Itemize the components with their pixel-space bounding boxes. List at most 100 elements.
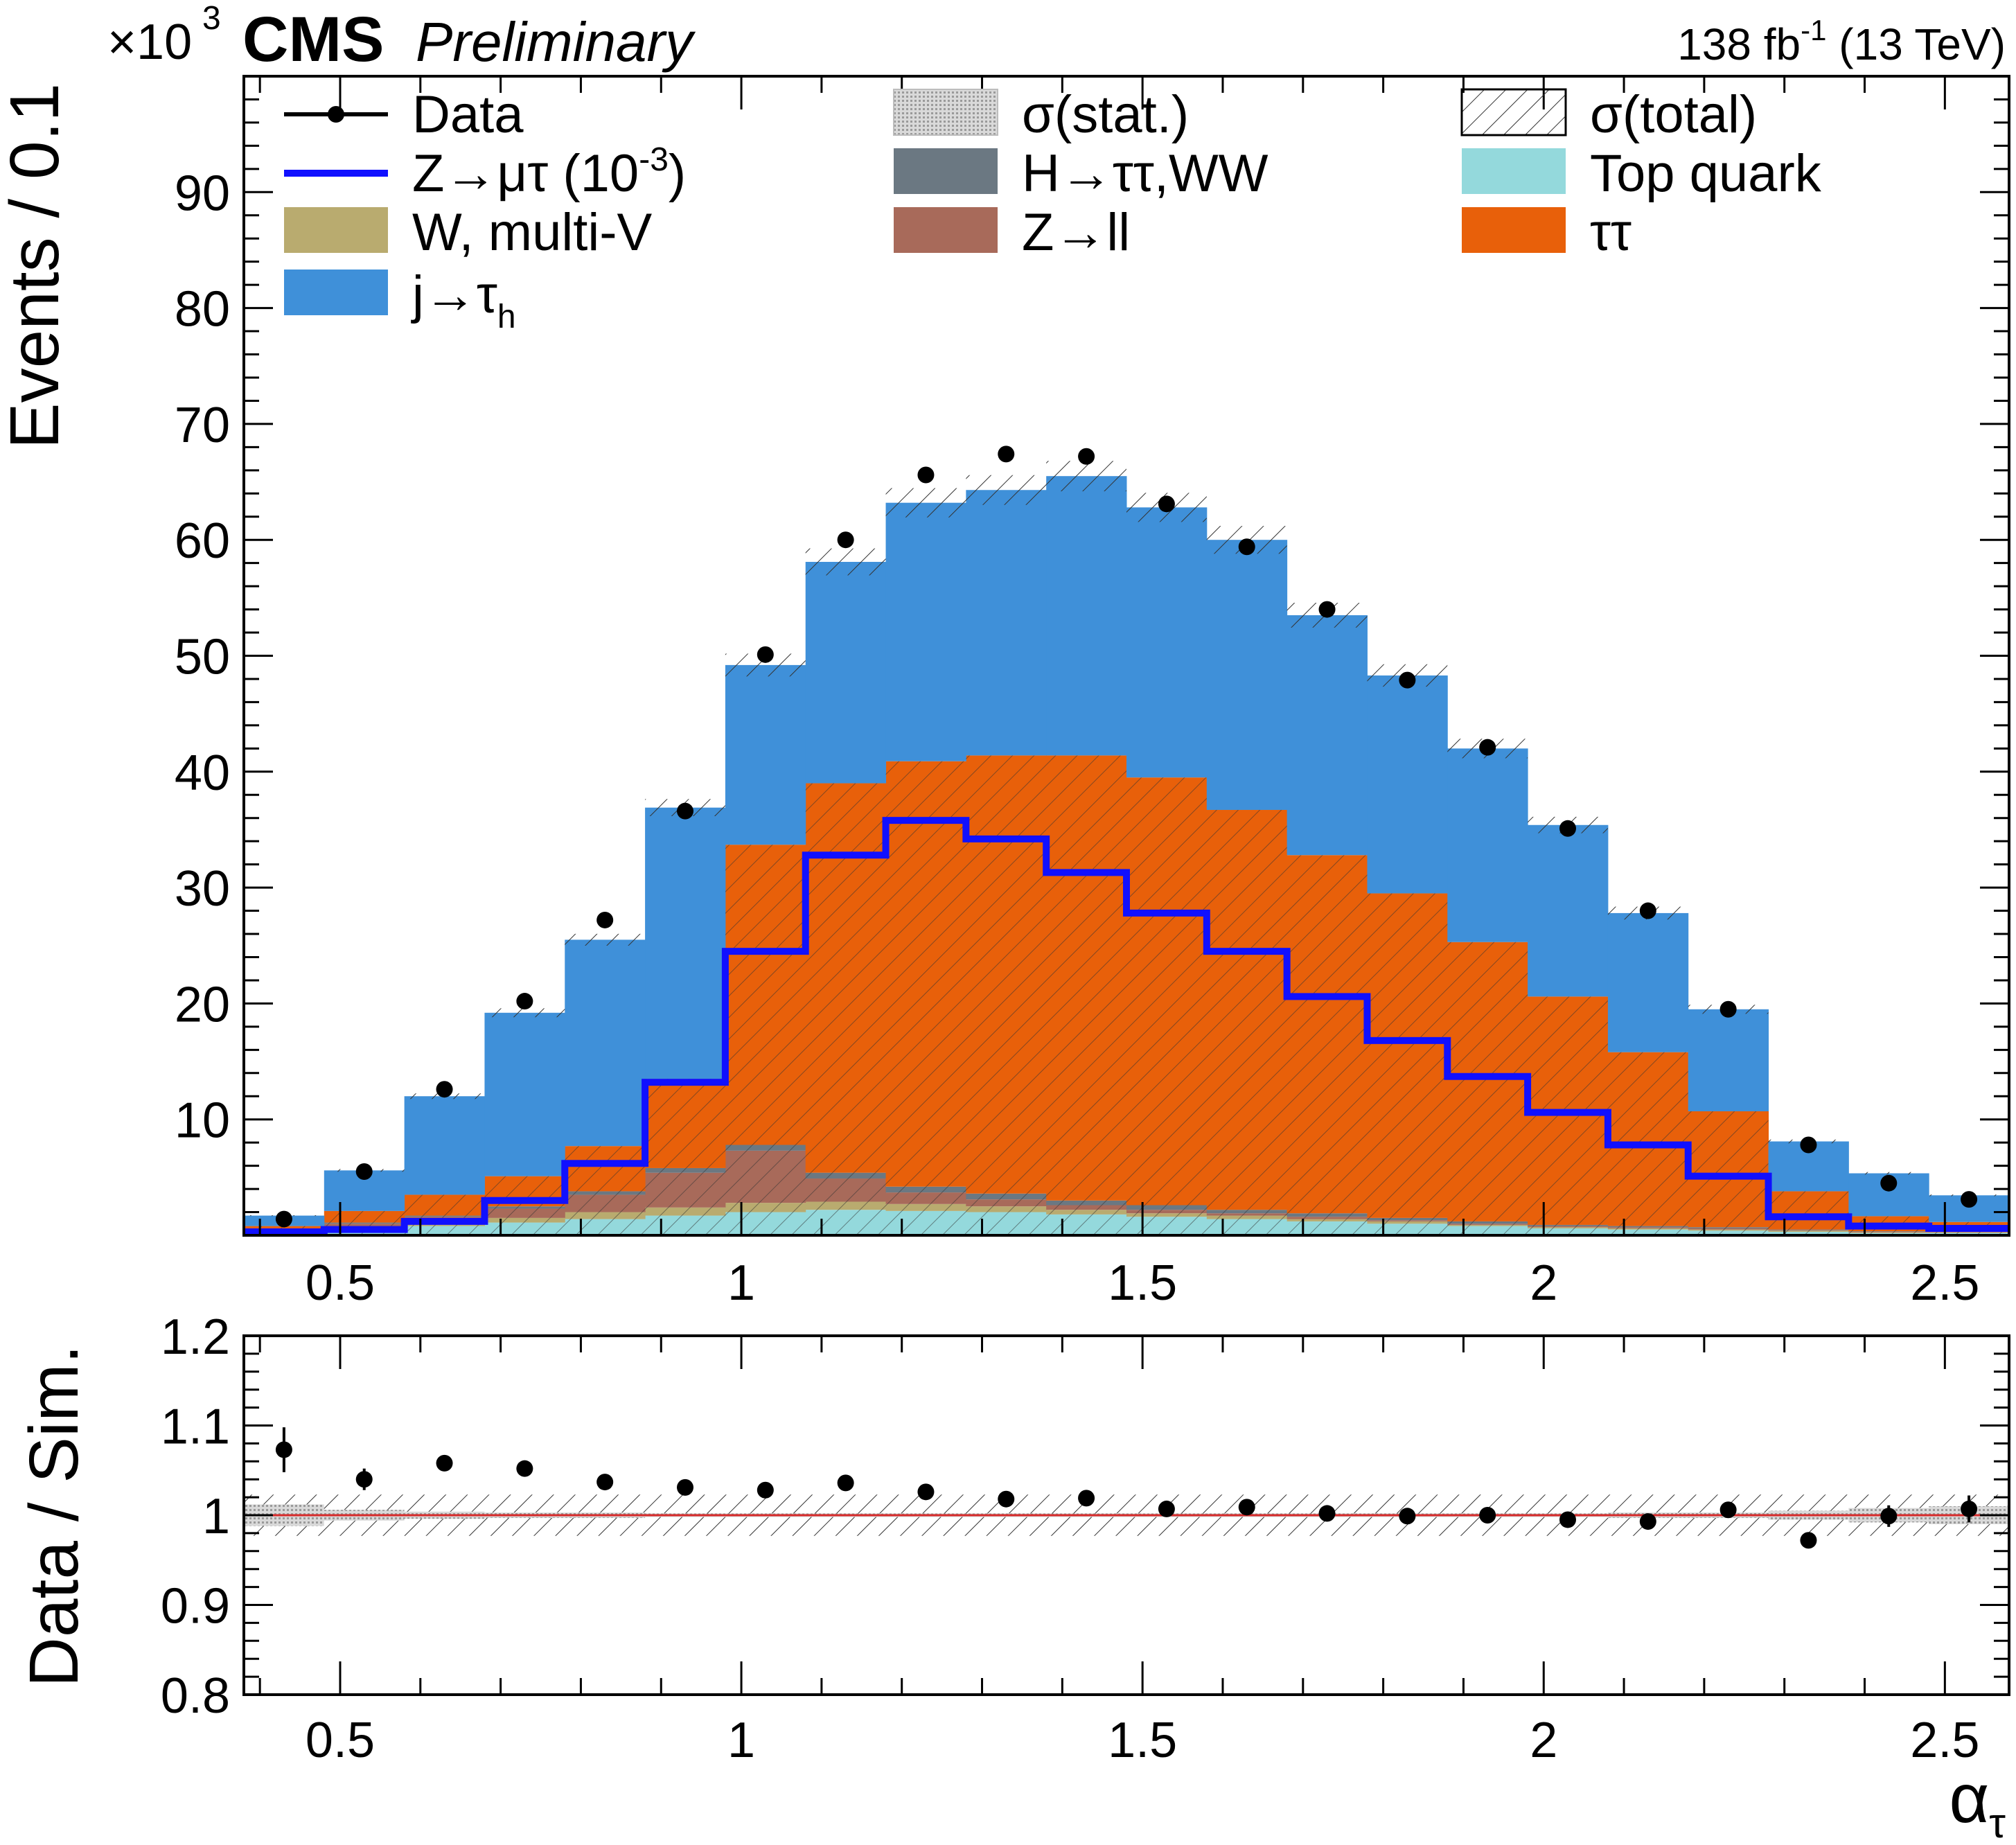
y-tick-label: 60 (175, 513, 230, 569)
ratio-point (757, 1481, 774, 1499)
main-plot: 10 20 30 40 50 60 70 80 90 0.5 1 1.5 2 2.5 Events / 0… (0, 75, 2010, 1311)
legend-label-sub: h (497, 299, 516, 335)
ratio-point (917, 1483, 935, 1501)
stack-bar (725, 664, 806, 845)
ratio-point (1961, 1500, 1978, 1517)
y-tick-label: 40 (175, 745, 230, 801)
legend-label-main: j→τ (411, 265, 497, 324)
legend-label-main: σ(total) (1590, 85, 1757, 144)
x-axis-title-sub: τ (1989, 1800, 2006, 1845)
exponent-power: 3 (202, 0, 221, 37)
ratio-point (436, 1454, 453, 1472)
x-tick-label: 1.5 (1108, 1713, 1177, 1768)
uncertainty-hatch (565, 1146, 646, 1235)
x-tick-label: 0.5 (306, 1713, 375, 1768)
y-tick-label: 20 (175, 977, 230, 1032)
y-tick-label: 10 (175, 1093, 230, 1149)
data-point (275, 1210, 292, 1228)
stack-bar (966, 490, 1047, 756)
data-point (1639, 902, 1656, 919)
ratio-point (837, 1474, 854, 1492)
uncertainty-hatch (1126, 777, 1207, 1235)
legend-label: Data (412, 85, 524, 144)
ratio-point (998, 1490, 1015, 1508)
data-point (677, 802, 693, 820)
ratio-point (516, 1460, 533, 1477)
stack-bar (1367, 675, 1448, 894)
x-axis-title-main: α (1949, 1760, 1989, 1837)
ratio-y-axis-title: Data / Sim. (15, 1345, 93, 1688)
ratio-point (1158, 1500, 1175, 1517)
data-point (1800, 1136, 1817, 1154)
y-tick-label: 50 (175, 630, 230, 685)
uncertainty-hatch (805, 548, 886, 576)
data-point (1318, 601, 1336, 618)
ratio-uncertainty-bands (244, 1494, 2009, 1536)
x-tick-label: 2 (1530, 1255, 1557, 1311)
uncertainty-hatch (1528, 996, 1608, 1235)
uncertainty-hatch (1286, 855, 1368, 1235)
ratio-point (1078, 1490, 1095, 1507)
uncertainty-hatch (885, 488, 966, 518)
y-tick-label: 80 (175, 282, 230, 337)
legend-item-top: Top quark (1462, 144, 1822, 203)
stack-bar (484, 1012, 565, 1176)
signal-histogram (244, 817, 2009, 1235)
legend-label-power: -3 (639, 141, 669, 178)
y-tick-label: 70 (175, 398, 230, 453)
x-tick-label: 2 (1530, 1713, 1557, 1768)
uncertainty-hatch (966, 475, 1047, 505)
stack-bar (1447, 748, 1528, 942)
y-tick-label: 90 (175, 166, 230, 221)
stack-j-h (244, 476, 2010, 1226)
ratio-point (677, 1478, 693, 1496)
legend-swatch-box (1462, 148, 1566, 194)
stack-bar (1688, 1009, 1769, 1111)
top-axes: 10 20 30 40 50 60 70 80 90 0.5 1 1.5 2 2.5 (175, 76, 2009, 1311)
stack-bar (885, 502, 966, 761)
data-point (998, 445, 1015, 463)
uncertainty-hatch (805, 783, 886, 1235)
data-point (917, 466, 935, 484)
uncertainty-hatch (1768, 1191, 1849, 1235)
legend-swatch-box (893, 89, 998, 136)
uncertainty-hatch (1447, 942, 1528, 1235)
data-point (596, 911, 614, 928)
legend-label: σ(stat.) (1022, 85, 1189, 144)
legend-label: H→ττ,WW (1022, 144, 1268, 203)
data-point (1158, 495, 1175, 513)
ratio-point (1719, 1501, 1737, 1519)
x-axis-title: ατ (1949, 1760, 2006, 1845)
data-point (1559, 820, 1576, 837)
data-point (1078, 448, 1095, 465)
legend-label: ττ (1590, 203, 1632, 262)
legend-label-main: Z→μτ (10 (412, 144, 639, 203)
exponent-base: ×10 (107, 15, 192, 70)
ratio-point (596, 1474, 614, 1491)
data-point (757, 646, 774, 663)
data-point (1479, 739, 1496, 756)
data-point (1719, 1000, 1737, 1018)
legend-swatch-box (1460, 88, 1567, 136)
legend-label-main: σ(stat.) (1022, 85, 1189, 144)
legend-item-total: σ(total) (1460, 85, 1757, 144)
ratio-point (1399, 1508, 1416, 1525)
x-tick-label: 1.5 (1108, 1255, 1177, 1311)
x-tick-label: 2.5 (1910, 1255, 1979, 1311)
x-tick-label: 1 (727, 1713, 755, 1768)
ratio-point (355, 1471, 373, 1488)
legend-label: Top quark (1590, 144, 1822, 203)
x-tick-label: 2.5 (1910, 1713, 1979, 1768)
stack-bar (645, 807, 726, 1079)
legend-label-main: W, multi-V (412, 203, 653, 262)
data-point (355, 1163, 373, 1180)
ratio-points (275, 1427, 1978, 1549)
legend-label-main: Data (412, 85, 524, 144)
legend-label-main: ττ (1590, 203, 1632, 262)
header: ×10 3 CMS Preliminary 138 fb-1 (13 TeV) (107, 0, 2006, 75)
uncertainty-hatch (565, 933, 646, 946)
legend-item-wv: W, multi-V (284, 203, 653, 262)
stack-bar (404, 1096, 485, 1195)
ratio-plot: 0.8 0.9 1 1.1 1.2 0.5 1 1.5 2 2.5 Data / Sim. ατ (15, 1309, 2010, 1845)
legend-label: Z→μτ (10-3) (412, 141, 686, 203)
